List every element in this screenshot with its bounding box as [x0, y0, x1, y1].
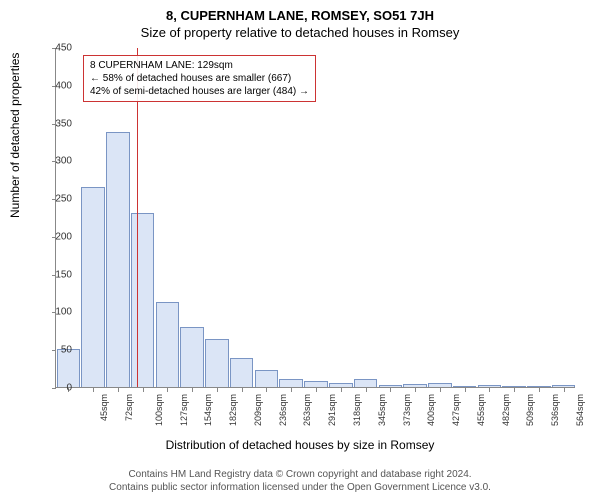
xtick-label: 209sqm	[253, 394, 263, 426]
footer: Contains HM Land Registry data © Crown c…	[0, 468, 600, 494]
xtick-label: 100sqm	[154, 394, 164, 426]
histogram-bar	[552, 385, 576, 387]
xtick-label: 263sqm	[303, 394, 313, 426]
xtick-label: 427sqm	[451, 394, 461, 426]
histogram-bar	[156, 302, 180, 387]
chart-area: 45sqm72sqm100sqm127sqm154sqm182sqm209sqm…	[55, 48, 575, 388]
histogram-bar	[527, 386, 551, 387]
xtick-label: 400sqm	[426, 394, 436, 426]
xtick-label: 345sqm	[377, 394, 387, 426]
xtick-mark	[192, 388, 193, 392]
xtick-mark	[366, 388, 367, 392]
ytick-label: 350	[42, 118, 72, 129]
xtick-label: 236sqm	[278, 394, 288, 426]
histogram-bar	[379, 385, 403, 387]
histogram-bar	[255, 370, 279, 387]
histogram-bar	[428, 383, 452, 387]
xtick-mark	[118, 388, 119, 392]
title-address: 8, CUPERNHAM LANE, ROMSEY, SO51 7JH	[0, 0, 600, 23]
histogram-bar	[205, 339, 229, 387]
x-axis-label: Distribution of detached houses by size …	[0, 438, 600, 452]
title-subtitle: Size of property relative to detached ho…	[0, 23, 600, 44]
xtick-label: 127sqm	[179, 394, 189, 426]
chart-container: 8, CUPERNHAM LANE, ROMSEY, SO51 7JH Size…	[0, 0, 600, 500]
histogram-bar	[81, 187, 105, 387]
xtick-label: 45sqm	[99, 394, 109, 421]
xtick-label: 482sqm	[501, 394, 511, 426]
xtick-mark	[217, 388, 218, 392]
ytick-label: 450	[42, 43, 72, 54]
xtick-label: 182sqm	[228, 394, 238, 426]
ytick-label: 150	[42, 269, 72, 280]
annotation-box: 8 CUPERNHAM LANE: 129sqm← 58% of detache…	[83, 55, 316, 102]
histogram-bar	[478, 385, 502, 387]
xtick-label: 373sqm	[402, 394, 412, 426]
xtick-mark	[489, 388, 490, 392]
histogram-bar	[230, 358, 254, 387]
ytick-label: 0	[42, 383, 72, 394]
xtick-mark	[167, 388, 168, 392]
histogram-bar	[403, 384, 427, 387]
xtick-mark	[440, 388, 441, 392]
plot-region: 45sqm72sqm100sqm127sqm154sqm182sqm209sqm…	[55, 48, 575, 388]
xtick-label: 455sqm	[476, 394, 486, 426]
xtick-mark	[465, 388, 466, 392]
xtick-label: 72sqm	[124, 394, 134, 421]
xtick-mark	[564, 388, 565, 392]
footer-line2: Contains public sector information licen…	[0, 481, 600, 494]
histogram-bar	[131, 213, 155, 387]
histogram-bar	[453, 386, 477, 387]
histogram-bar	[304, 381, 328, 387]
xtick-mark	[93, 388, 94, 392]
footer-line1: Contains HM Land Registry data © Crown c…	[0, 468, 600, 481]
xtick-mark	[514, 388, 515, 392]
annotation-line: ← 58% of detached houses are smaller (66…	[90, 72, 309, 85]
histogram-bar	[106, 132, 130, 387]
xtick-mark	[415, 388, 416, 392]
ytick-label: 200	[42, 231, 72, 242]
histogram-bar	[354, 379, 378, 387]
annotation-line: 42% of semi-detached houses are larger (…	[90, 85, 309, 98]
ytick-label: 50	[42, 345, 72, 356]
xtick-mark	[291, 388, 292, 392]
xtick-label: 536sqm	[550, 394, 560, 426]
ytick-label: 250	[42, 194, 72, 205]
xtick-mark	[242, 388, 243, 392]
histogram-bar	[180, 327, 204, 387]
histogram-bar	[329, 383, 353, 387]
annotation-line: 8 CUPERNHAM LANE: 129sqm	[90, 59, 309, 72]
histogram-bar	[502, 386, 526, 387]
xtick-label: 509sqm	[525, 394, 535, 426]
xtick-mark	[316, 388, 317, 392]
xtick-label: 318sqm	[352, 394, 362, 426]
xtick-mark	[539, 388, 540, 392]
ytick-label: 400	[42, 80, 72, 91]
xtick-mark	[143, 388, 144, 392]
xtick-label: 291sqm	[327, 394, 337, 426]
ytick-label: 100	[42, 307, 72, 318]
xtick-mark	[341, 388, 342, 392]
histogram-bar	[279, 379, 303, 387]
y-axis-label: Number of detached properties	[8, 53, 22, 218]
xtick-mark	[390, 388, 391, 392]
xtick-label: 564sqm	[575, 394, 585, 426]
ytick-label: 300	[42, 156, 72, 167]
xtick-label: 154sqm	[203, 394, 213, 426]
xtick-mark	[266, 388, 267, 392]
